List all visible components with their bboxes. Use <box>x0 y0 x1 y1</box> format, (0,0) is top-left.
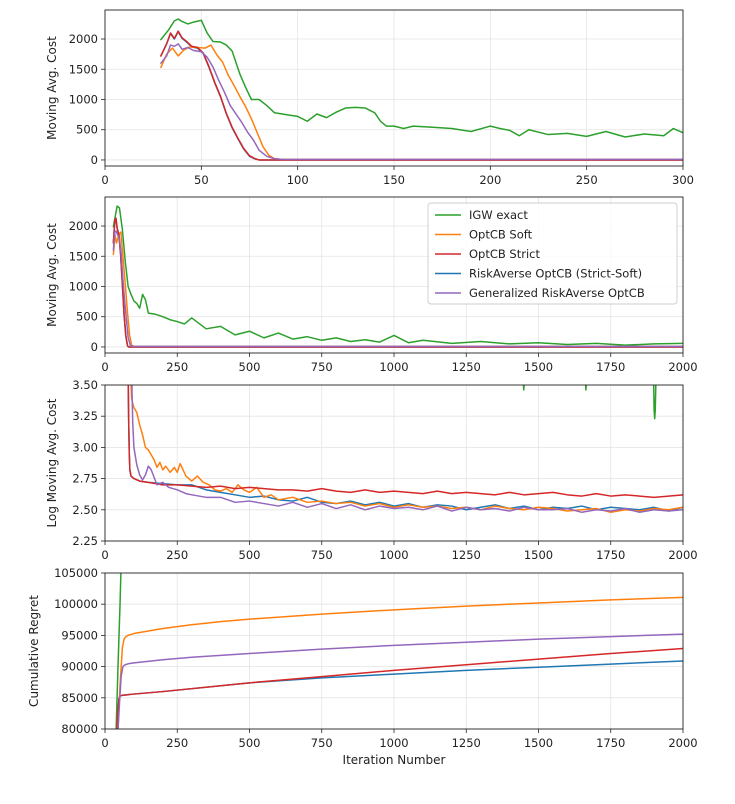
series-group <box>160 18 683 161</box>
y-tick-label: 2.25 <box>72 534 98 548</box>
x-tick-label: 200 <box>479 173 501 187</box>
y-tick-label: 3.50 <box>72 378 98 392</box>
series-line-generalized-riskaverse-optcb <box>160 43 683 161</box>
legend-label: IGW exact <box>469 208 528 222</box>
chart-panel-2: 0 250 500 750 1000 1250 1500 1750 2000 0 500 1000 15… <box>45 196 698 374</box>
x-tick-label: 1000 <box>379 360 408 374</box>
x-tick-label: 500 <box>239 736 261 750</box>
x-tick-label: 100 <box>287 173 309 187</box>
series-group <box>115 573 683 729</box>
x-tick-label: 500 <box>239 548 261 562</box>
x-tick-label: 50 <box>194 173 209 187</box>
x-tick-label: 0 <box>101 736 108 750</box>
legend-label: RiskAverse OptCB (Strict-Soft) <box>469 267 642 281</box>
x-tick-label: 150 <box>383 173 405 187</box>
series-line-optcb-strict <box>127 385 683 499</box>
x-tick-label: 1000 <box>379 548 408 562</box>
series-line-igw-exact <box>160 18 683 138</box>
x-tick-label: 1250 <box>452 736 481 750</box>
x-tick-label: 1500 <box>524 360 553 374</box>
y-tick-label: 2.75 <box>72 472 98 486</box>
y-tick-label: 1000 <box>69 279 98 293</box>
chart-panel-4: 0 250 500 750 1000 1250 1500 1750 2000 80000 85000… <box>27 566 698 767</box>
y-tick-label: 2.50 <box>72 503 98 517</box>
x-tick-label: 1750 <box>596 736 625 750</box>
series-group <box>112 205 683 348</box>
x-tick-label: 0 <box>101 360 108 374</box>
series-line-generalized-riskaverse-optcb <box>112 230 683 348</box>
y-tick-label: 500 <box>76 123 98 137</box>
x-tick-label: 1750 <box>596 548 625 562</box>
x-tick-label: 0 <box>101 173 108 187</box>
y-axis-label: Log Moving Avg. Cost <box>45 398 59 527</box>
y-tick-label: 90000 <box>61 660 98 674</box>
x-tick-label: 1750 <box>596 360 625 374</box>
y-tick-label: 1000 <box>69 92 98 106</box>
y-tick-label: 500 <box>76 310 98 324</box>
series-line-igw-exact <box>112 205 683 346</box>
series-line-optcb-strict <box>160 30 683 161</box>
x-tick-label: 500 <box>239 360 261 374</box>
y-tick-label: 0 <box>91 153 98 167</box>
y-tick-label: 95000 <box>61 628 98 642</box>
y-tick-label: 100000 <box>54 597 98 611</box>
x-tick-label: 2000 <box>668 360 697 374</box>
y-axis-label: Moving Avg. Cost <box>45 223 59 327</box>
x-tick-label: 2000 <box>668 736 697 750</box>
x-tick-label: 1250 <box>452 360 481 374</box>
y-tick-label: 1500 <box>69 249 98 263</box>
legend-label: OptCB Strict <box>469 247 540 261</box>
y-tick-label: 80000 <box>61 722 98 736</box>
x-tick-label: 300 <box>672 173 694 187</box>
x-tick-label: 1500 <box>524 548 553 562</box>
x-tick-label: 750 <box>311 548 333 562</box>
y-tick-label: 0 <box>91 340 98 354</box>
series-group <box>127 385 683 514</box>
y-tick-label: 2000 <box>69 32 98 46</box>
x-tick-label: 750 <box>311 360 333 374</box>
y-axis-label: Cumulative Regret <box>27 595 41 707</box>
x-tick-label: 1500 <box>524 736 553 750</box>
series-line-igw-exact <box>522 385 657 420</box>
legend-box <box>427 202 678 305</box>
series-line-optcb-soft <box>112 231 683 348</box>
y-tick-label: 85000 <box>61 691 98 705</box>
y-tick-label: 3.00 <box>72 440 98 454</box>
y-axis-label: Moving Avg. Cost <box>45 36 59 140</box>
y-tick-label: 2000 <box>69 219 98 233</box>
legend: IGW exact OptCB Soft OptCB Strict RiskAvers… <box>427 202 678 305</box>
x-tick-label: 250 <box>166 736 188 750</box>
series-line-optcb-strict <box>116 647 683 729</box>
y-tick-label: 1500 <box>69 62 98 76</box>
x-tick-label: 250 <box>576 173 598 187</box>
x-tick-label: 250 <box>166 548 188 562</box>
legend-label: Generalized RiskAverse OptCB <box>469 286 645 300</box>
series-line-optcb-soft <box>117 596 683 729</box>
series-line-riskaverse-optcb-strict-soft <box>127 385 683 512</box>
x-tick-label: 250 <box>166 360 188 374</box>
x-tick-label: 750 <box>311 736 333 750</box>
x-tick-label: 1250 <box>452 548 481 562</box>
x-axis-label: Iteration Number <box>343 753 446 767</box>
series-line-generalized-riskaverse-optcb <box>131 385 683 514</box>
chart-panel-1: 0 50 100 150 200 250 300 0 500 1000 1500 2000 Moving… <box>45 9 694 187</box>
y-tick-label: 105000 <box>54 566 98 580</box>
legend-label: OptCB Soft <box>469 228 533 242</box>
series-line-igw-exact <box>115 573 122 729</box>
y-tick-label: 3.25 <box>72 409 98 423</box>
x-tick-label: 2000 <box>668 548 697 562</box>
x-tick-label: 0 <box>101 548 108 562</box>
series-line-generalized-riskaverse-optcb <box>117 633 683 729</box>
x-tick-label: 1000 <box>379 736 408 750</box>
chart-panel-3: 0 250 500 750 1000 1250 1500 1750 2000 2.25 2.50 2.… <box>45 378 698 562</box>
